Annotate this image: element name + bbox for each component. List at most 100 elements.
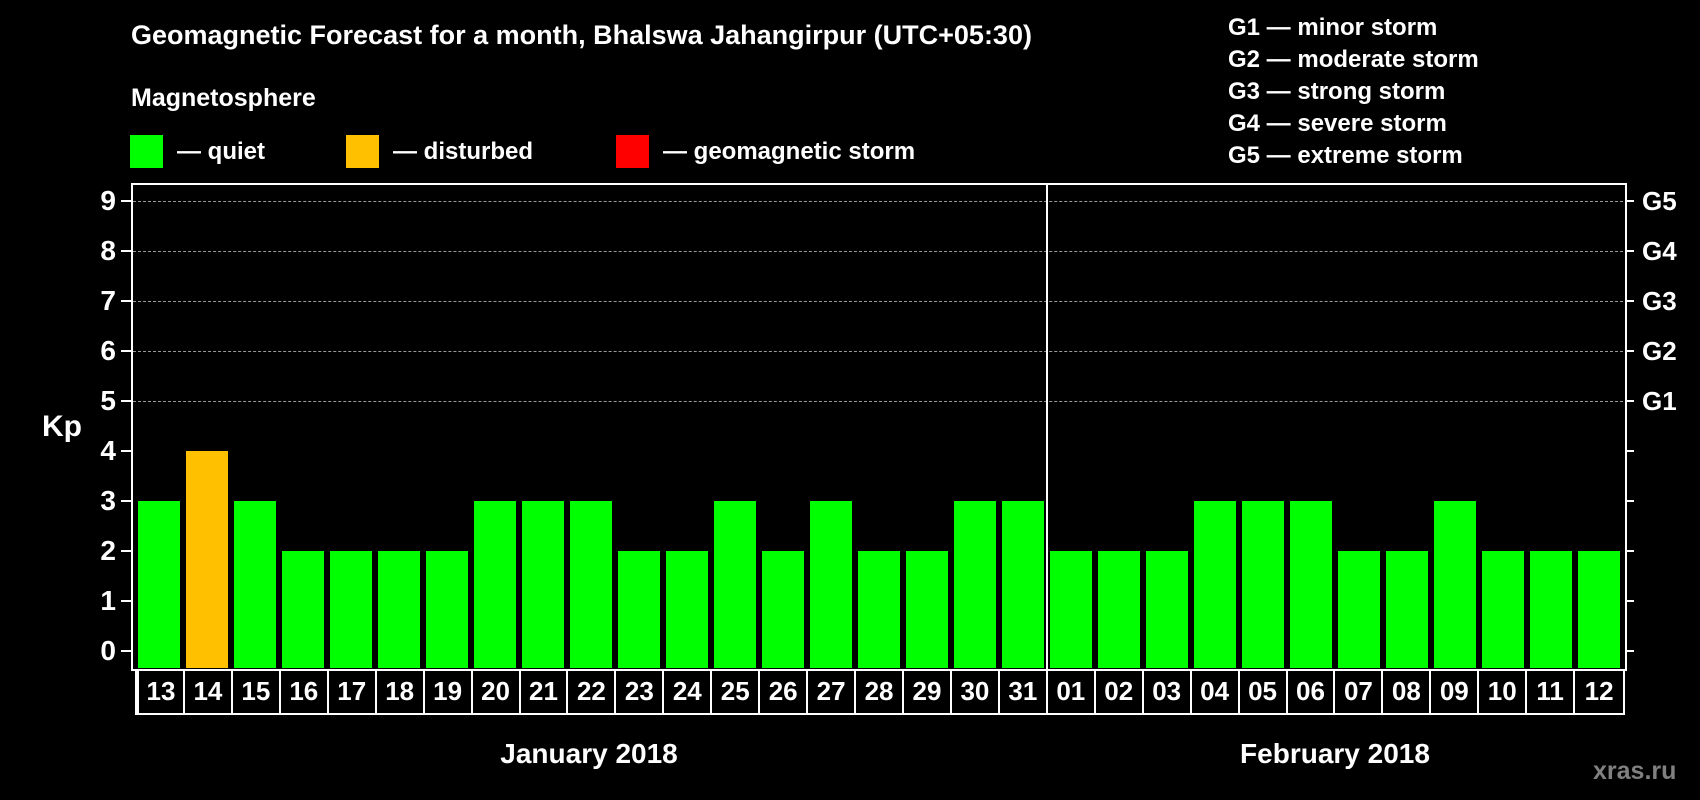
right-tick [1625, 500, 1634, 502]
right-tick [1625, 250, 1634, 252]
day-label: 22 [568, 669, 617, 713]
y-tick [121, 300, 131, 302]
day-label: 09 [1431, 669, 1480, 713]
bar-quiet [426, 551, 468, 668]
day-label: 25 [712, 669, 761, 713]
day-label: 08 [1383, 669, 1432, 713]
day-label: 05 [1240, 669, 1288, 713]
disturbed-swatch [346, 135, 379, 168]
day-label: 01 [1048, 669, 1096, 713]
bar-quiet [1482, 551, 1524, 668]
day-label: 18 [377, 669, 425, 713]
bar-quiet [1290, 501, 1332, 668]
chart-title: Geomagnetic Forecast for a month, Bhalsw… [131, 20, 1032, 50]
gridline [133, 301, 1623, 302]
bar-quiet [1578, 551, 1620, 668]
legend-label: — quiet [177, 137, 265, 165]
bar-quiet [810, 501, 852, 668]
y-tick-label: 5 [100, 385, 116, 416]
bar-quiet [282, 551, 324, 668]
bar-disturbed [186, 451, 228, 668]
storm-level-label: G5 [1642, 186, 1677, 216]
day-label: 26 [760, 669, 809, 713]
storm-swatch [616, 135, 649, 168]
day-label: 27 [808, 669, 857, 713]
storm-level-label: G2 [1642, 336, 1677, 366]
day-label: 12 [1584, 675, 1614, 706]
day-label: 19 [425, 669, 473, 713]
bar-quiet [234, 501, 276, 668]
y-tick [121, 250, 131, 252]
right-tick [1625, 200, 1634, 202]
month-label-february: February 2018 [1240, 738, 1430, 769]
bar-quiet [762, 551, 804, 668]
bar-quiet [570, 501, 612, 668]
bar-quiet [330, 551, 372, 668]
day-label: 11 [1527, 669, 1576, 713]
day-label: 14 [185, 669, 233, 713]
bar-quiet [618, 551, 660, 668]
storm-scale-legend: G1 — minor storm G2 — moderate storm G3 … [1228, 12, 1479, 172]
storm-scale-g5: G5 — extreme storm [1228, 142, 1463, 169]
y-axis-label: Kp [42, 410, 82, 443]
gridline [133, 201, 1623, 202]
day-label: 20 [473, 669, 521, 713]
bar-quiet [906, 551, 948, 668]
right-tick [1625, 300, 1634, 302]
bar-quiet [1098, 551, 1140, 668]
month-label-january: January 2018 [500, 738, 678, 769]
x-axis-day-labels: 13 14 15 16 17 18 19 20 21 22 23 24 25 26 27 28 29 30 31 01… [135, 669, 1625, 715]
y-tick-label: 6 [100, 335, 116, 366]
day-label: 21 [521, 669, 569, 713]
bar-quiet [1530, 551, 1572, 668]
storm-level-label: G3 [1642, 286, 1677, 316]
bar-quiet [1434, 501, 1476, 668]
y-tick-label: 8 [100, 235, 116, 266]
y-tick-label: 0 [100, 635, 116, 666]
storm-level-label: G4 [1642, 236, 1677, 266]
y-tick-label: 4 [100, 435, 116, 466]
right-tick [1625, 600, 1634, 602]
y-tick [121, 500, 131, 502]
legend-item-quiet: — quiet [130, 135, 265, 168]
day-label: 17 [329, 669, 377, 713]
y-tick [121, 400, 131, 402]
bar-quiet [714, 501, 756, 668]
day-label: 07 [1335, 669, 1384, 713]
legend-item-disturbed: — disturbed [346, 135, 533, 168]
quiet-swatch [130, 135, 163, 168]
legend-item-storm: — geomagnetic storm [616, 135, 915, 168]
gridline [133, 351, 1623, 352]
y-tick [121, 450, 131, 452]
y-tick [121, 200, 131, 202]
bar-quiet [858, 551, 900, 668]
bar-quiet [1050, 551, 1092, 668]
bar-quiet [1338, 551, 1380, 668]
day-label: 03 [1144, 669, 1192, 713]
day-label: 06 [1288, 669, 1336, 713]
bar-quiet [954, 501, 996, 668]
gridline [133, 251, 1623, 252]
day-label: 23 [616, 669, 665, 713]
y-tick-label: 3 [100, 485, 116, 516]
right-tick [1625, 350, 1634, 352]
storm-scale-g3: G3 — strong storm [1228, 78, 1446, 105]
y-tick-label: 1 [100, 585, 116, 616]
plot-area [131, 183, 1627, 671]
right-tick [1625, 400, 1634, 402]
day-label: 31 [1000, 669, 1048, 713]
bar-quiet [378, 551, 420, 668]
bar-quiet [1386, 551, 1428, 668]
bar-quiet [666, 551, 708, 668]
right-tick [1625, 650, 1634, 652]
y-tick-label: 2 [100, 535, 116, 566]
day-label: 10 [1479, 669, 1528, 713]
bar-quiet [1002, 501, 1044, 668]
day-label: 24 [664, 669, 713, 713]
storm-level-label: G1 [1642, 386, 1677, 416]
day-label: 13 [137, 669, 185, 713]
bar-quiet [522, 501, 564, 668]
storm-scale-g1: G1 — minor storm [1228, 14, 1438, 41]
y-tick-label: 7 [100, 285, 116, 316]
gridline [133, 401, 1623, 402]
